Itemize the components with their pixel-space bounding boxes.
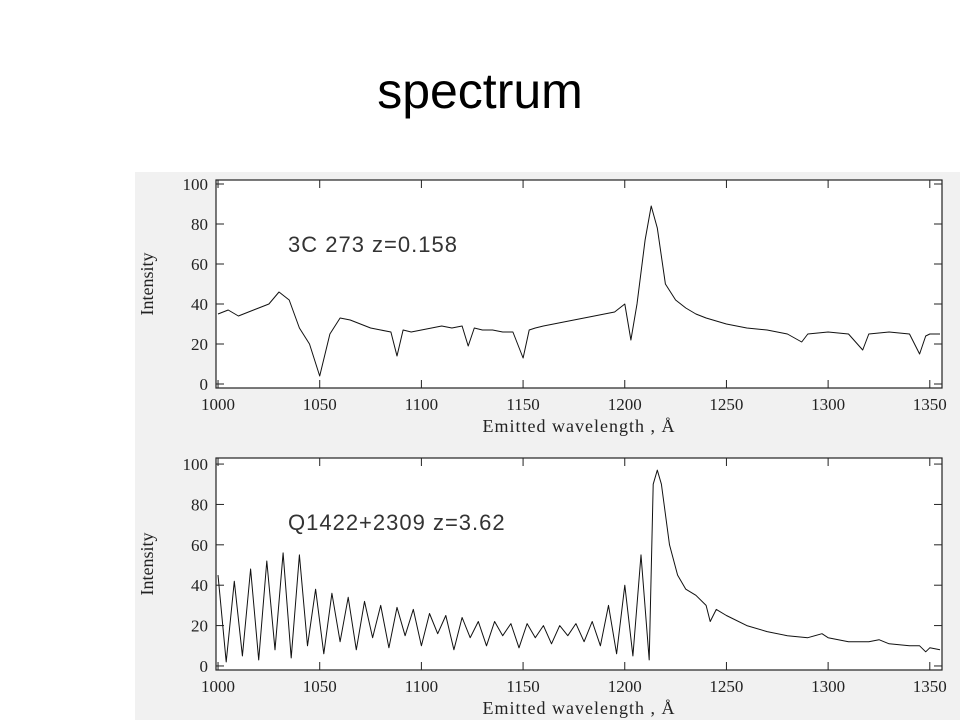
x-tick-label: 1200 <box>608 395 642 414</box>
x-tick-label: 1100 <box>405 677 438 696</box>
x-tick-label: 1300 <box>811 677 845 696</box>
y-tick-label: 80 <box>191 215 208 234</box>
x-axis-label: Emitted wavelength , Å <box>483 698 676 718</box>
x-tick-label: 1150 <box>506 677 539 696</box>
plot-frame <box>215 179 943 389</box>
x-tick-label: 1150 <box>506 395 539 414</box>
y-tick-label: 100 <box>183 175 209 194</box>
y-tick-label: 20 <box>191 617 208 636</box>
annotation: 3C 273 z=0.158 <box>288 232 458 257</box>
x-tick-label: 1000 <box>201 677 235 696</box>
y-axis-label: Intensity <box>137 533 157 596</box>
y-tick-label: 60 <box>191 536 208 555</box>
y-tick-label: 0 <box>200 375 209 394</box>
x-tick-label: 1250 <box>709 677 743 696</box>
y-axis-label: Intensity <box>137 253 157 316</box>
y-tick-label: 0 <box>200 657 209 676</box>
x-axis-label: Emitted wavelength , Å <box>483 416 676 436</box>
plot-frame <box>215 457 943 671</box>
x-tick-label: 1050 <box>303 677 337 696</box>
y-tick-label: 40 <box>191 576 208 595</box>
x-tick-label: 1350 <box>913 395 947 414</box>
spectrum-line <box>217 205 940 377</box>
x-tick-label: 1000 <box>201 395 235 414</box>
x-tick-label: 1250 <box>709 395 743 414</box>
annotation: Q1422+2309 z=3.62 <box>288 510 506 535</box>
slide-title: spectrum <box>377 63 583 119</box>
x-tick-label: 1100 <box>405 395 438 414</box>
x-tick-label: 1050 <box>303 395 337 414</box>
spectrum-line <box>217 469 941 663</box>
y-tick-label: 60 <box>191 255 208 274</box>
y-tick-label: 20 <box>191 335 208 354</box>
y-tick-label: 80 <box>191 495 208 514</box>
y-tick-label: 100 <box>183 455 209 474</box>
x-tick-label: 1200 <box>608 677 642 696</box>
x-tick-label: 1300 <box>811 395 845 414</box>
y-tick-label: 40 <box>191 295 208 314</box>
x-tick-label: 1350 <box>913 677 947 696</box>
